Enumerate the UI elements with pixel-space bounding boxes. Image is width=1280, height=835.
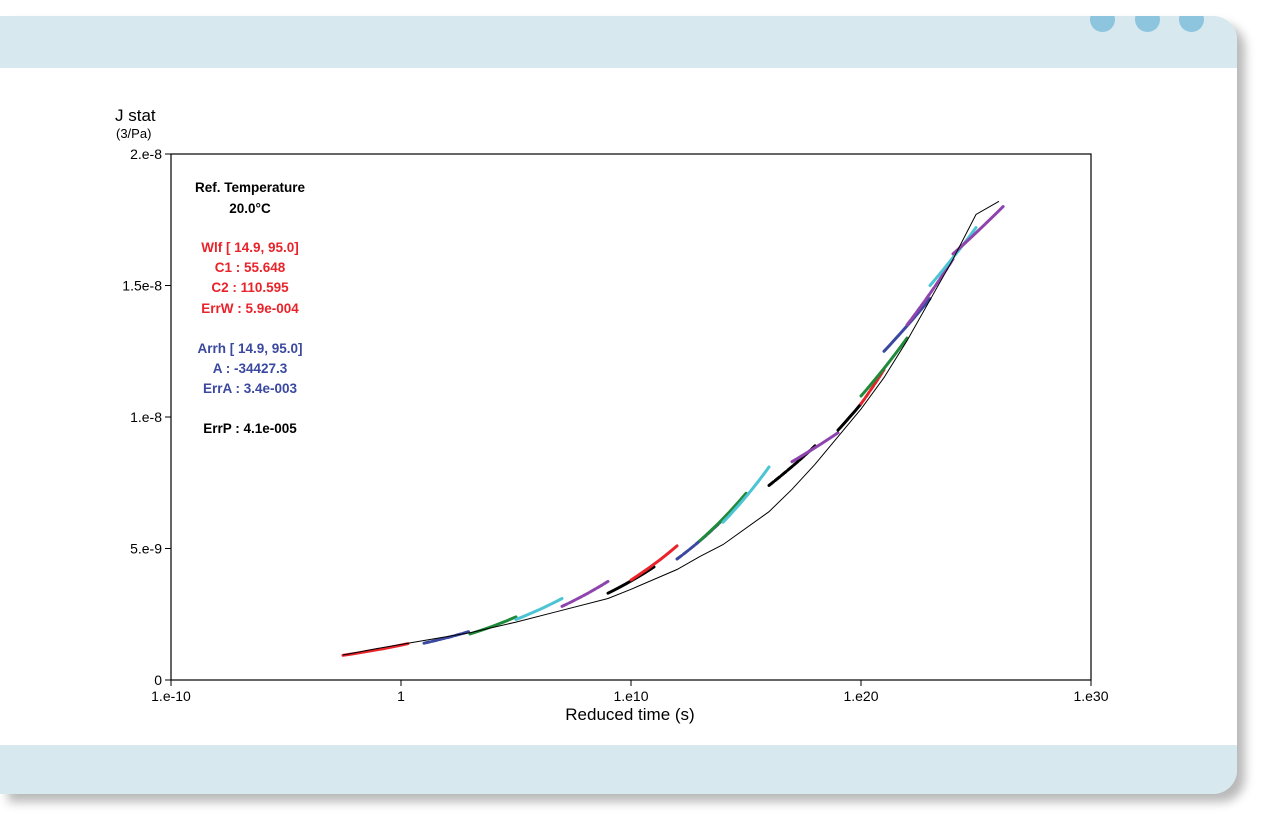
data-series-1	[341, 642, 410, 657]
data-series-5	[560, 579, 610, 608]
master-fit-curve	[342, 200, 1000, 656]
data-series-3	[468, 615, 518, 636]
y-tick-label: 5.e-9	[130, 541, 162, 557]
data-series-7	[629, 544, 679, 582]
data-series-2	[422, 629, 472, 645]
annotation-line: ErrA : 3.4e-003	[203, 381, 298, 396]
data-series-19	[951, 205, 1005, 256]
x-tick-label: 1.e30	[1073, 688, 1108, 704]
annotation-line: ErrP : 4.1e-005	[203, 421, 297, 436]
annotation-line: C1 : 55.648	[215, 260, 286, 275]
y-tick-label: 0	[154, 672, 162, 688]
plot-area: 0 5.e-9 1.e-8 1.5e-8 2.e-8 1.e-10 1 1.e10 1.e20 1…	[122, 146, 1108, 704]
window-frame	[0, 16, 1237, 794]
y-axis-title: J stat	[115, 106, 156, 125]
dot-icon[interactable]	[1090, 16, 1115, 32]
data-series-10	[721, 465, 771, 524]
dot-icon[interactable]	[1135, 16, 1160, 32]
y-tick-label: 1.e-8	[130, 409, 162, 425]
data-series-18	[928, 226, 978, 287]
plot-frame	[170, 153, 1092, 681]
data-series-15	[859, 336, 909, 398]
x-tick-label: 1.e10	[613, 688, 648, 704]
y-tick-label: 1.5e-8	[122, 278, 162, 294]
annotation-line: A : -34427.3	[213, 361, 288, 376]
x-tick-label: 1	[397, 688, 405, 704]
annotation-line: Wlf [ 14.9, 95.0]	[201, 240, 299, 255]
y-axis-unit: (3/Pa)	[116, 126, 151, 141]
data-series-17	[905, 257, 955, 327]
annotation-line: Arrh [ 14.9, 95.0]	[197, 341, 302, 356]
x-tick-label: 1.e20	[843, 688, 878, 704]
data-series-4	[514, 597, 564, 621]
window-footer	[0, 745, 1237, 794]
data-series-9	[698, 491, 748, 543]
dot-icon[interactable]	[1179, 16, 1204, 32]
data-series-14	[859, 368, 886, 406]
fit-parameters-annotation: Ref. Temperature 20.0°C Wlf [ 14.9, 95.0] C…	[195, 180, 306, 436]
x-axis-title: Reduced time (s)	[565, 705, 694, 724]
annotation-line: ErrW : 5.9e-004	[201, 301, 299, 316]
annotation-line: 20.0°C	[229, 201, 271, 216]
window-control-tab	[1010, 16, 1237, 68]
annotation-line: Ref. Temperature	[195, 180, 306, 195]
data-series-13	[836, 402, 863, 432]
data-series-12	[790, 431, 840, 464]
x-tick-label: 1.e-10	[151, 688, 191, 704]
y-tick-label: 2.e-8	[130, 146, 162, 162]
annotation-line: C2 : 110.595	[211, 280, 289, 295]
